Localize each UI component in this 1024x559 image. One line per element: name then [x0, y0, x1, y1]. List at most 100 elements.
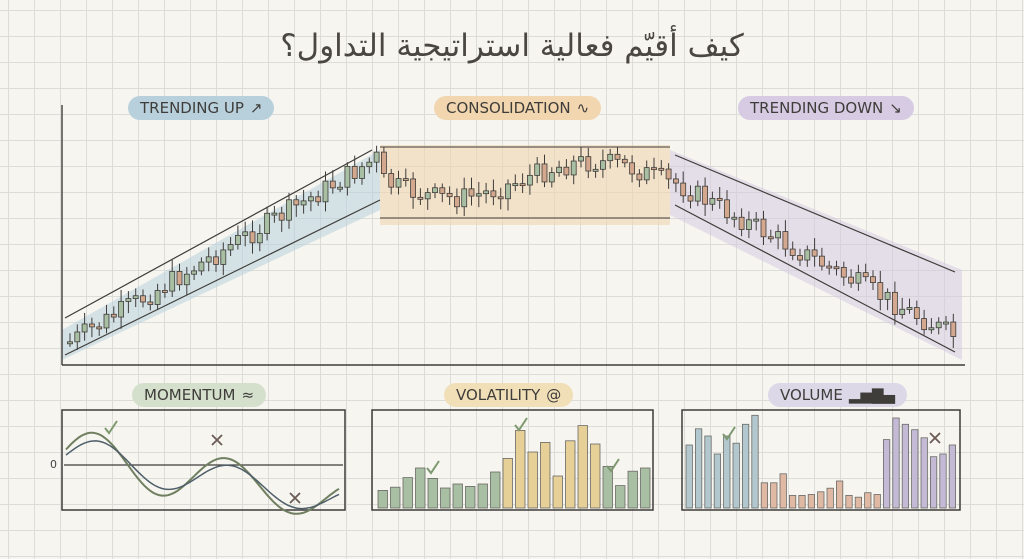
candle-body: [782, 231, 789, 250]
candle-body: [234, 235, 241, 245]
momentum-waves-icon: ≈: [241, 386, 255, 404]
candle-body: [673, 178, 679, 184]
candle-body: [943, 321, 949, 325]
candle-body: [848, 276, 854, 284]
candle-body: [293, 199, 300, 206]
candle-body: [724, 199, 730, 219]
candle-body: [767, 236, 774, 240]
bar: [565, 440, 576, 509]
candle-body: [556, 166, 562, 174]
candle-body: [643, 167, 650, 181]
label-consolidation: CONSOLIDATION ∿: [434, 96, 602, 120]
candle-body: [110, 313, 117, 318]
bar: [615, 485, 626, 509]
label-trending-up: TRENDING UP ↗: [128, 96, 275, 120]
candle-body: [446, 192, 453, 198]
page-title: كيف أقيّم فعالية استراتيجية التداول؟: [280, 28, 744, 64]
label-trending-down: TRENDING DOWN ↘: [738, 96, 914, 120]
bar: [911, 429, 919, 509]
bar: [515, 429, 526, 509]
candle-body: [424, 192, 431, 200]
bar: [939, 453, 947, 509]
candle-body: [359, 166, 365, 179]
candle-body: [337, 186, 344, 190]
channel-line: [674, 154, 956, 273]
bar: [695, 428, 703, 509]
candle-body: [534, 163, 541, 176]
bar: [685, 444, 693, 509]
label-volume: VOLUME ▂▅▇▄: [768, 383, 907, 407]
bar: [713, 453, 722, 509]
cross-icon: [211, 434, 223, 446]
bar: [732, 442, 740, 509]
candle-body: [592, 168, 599, 172]
check-icon: [104, 420, 118, 435]
candle-body: [329, 180, 336, 189]
trend-down-arrow-icon: ↘: [889, 99, 902, 117]
bar: [864, 492, 872, 509]
candle-body: [271, 212, 278, 216]
bar: [798, 494, 806, 509]
candle-body: [132, 295, 139, 300]
bar: [751, 414, 759, 509]
candle-body: [636, 173, 643, 181]
candle-body: [213, 256, 219, 265]
candle-body: [877, 282, 884, 300]
candle-body: [249, 231, 256, 244]
cross-icon: [929, 432, 941, 444]
bar: [390, 486, 401, 509]
bar: [704, 435, 712, 509]
channel-line: [64, 199, 381, 356]
bar: [930, 456, 938, 509]
candle-body: [694, 185, 701, 202]
candle-body: [380, 151, 387, 174]
candle-body: [775, 231, 781, 239]
check-icon: [426, 460, 440, 475]
candle-body: [892, 291, 898, 315]
bar: [807, 494, 816, 509]
candle-body: [527, 174, 533, 186]
label-text: TRENDING UP: [140, 99, 244, 117]
candle-body: [899, 308, 906, 315]
candle-body: [585, 156, 592, 172]
candle-body: [738, 216, 745, 230]
bar: [640, 467, 651, 509]
bar: [477, 483, 488, 509]
candle-body: [621, 158, 628, 164]
bar: [892, 417, 900, 509]
candle-body: [884, 291, 891, 300]
bar: [452, 483, 463, 509]
candle-body: [490, 190, 497, 198]
bar: [779, 473, 787, 509]
candle-body: [702, 185, 708, 205]
candle-body: [541, 163, 548, 183]
bar: [627, 470, 638, 509]
bar: [552, 475, 563, 509]
bar: [854, 496, 863, 509]
candle-body: [140, 295, 146, 303]
candle-body: [205, 256, 212, 263]
candle-body: [300, 200, 307, 206]
candle-body: [154, 290, 161, 305]
candle-body: [651, 167, 657, 171]
candle-body: [315, 196, 322, 203]
candle-body: [67, 341, 73, 345]
candle-body: [483, 190, 490, 195]
candle-body: [753, 218, 760, 222]
candle-body: [578, 156, 584, 162]
candle-body: [191, 270, 198, 275]
bar: [901, 423, 910, 509]
bar: [590, 443, 601, 509]
bar: [465, 485, 476, 509]
bar: [427, 477, 438, 509]
candle-body: [453, 196, 460, 208]
candle-body: [388, 173, 395, 188]
channel-line: [674, 204, 956, 353]
signal-line: [65, 440, 340, 510]
candle-body: [600, 160, 606, 170]
candle-body: [935, 321, 942, 329]
sine-wave-icon: ∿: [576, 99, 590, 117]
candle-body: [468, 188, 475, 197]
candle-body: [307, 196, 314, 202]
